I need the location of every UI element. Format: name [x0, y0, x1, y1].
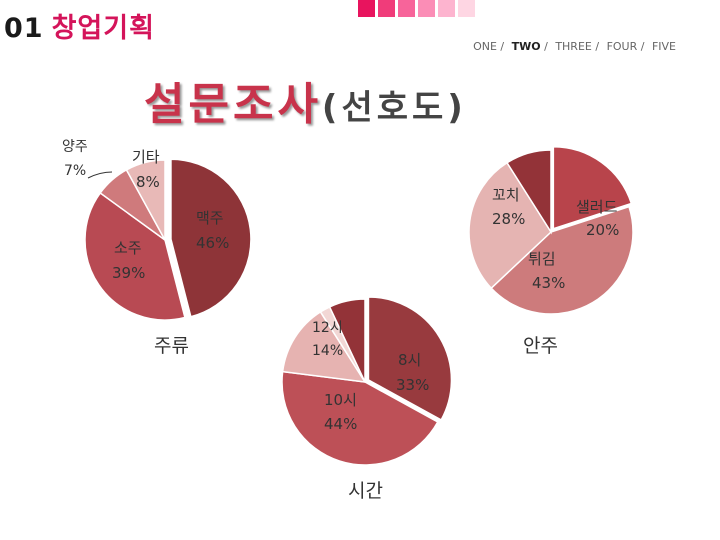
- pie-chart-drinks: [84, 158, 252, 321]
- square-1: [358, 0, 375, 17]
- label-liquor: 양주: [62, 139, 88, 155]
- square-2: [378, 0, 395, 17]
- label-liquor-pct: 7%: [64, 163, 86, 179]
- title-main: 설문조사: [144, 79, 322, 130]
- section-number: 01: [4, 13, 44, 44]
- slide-title: 설문조사(선호도): [144, 68, 467, 132]
- slice-snack-other: [506, 149, 552, 235]
- label-beer-pct: 46%: [196, 234, 229, 252]
- nav-one[interactable]: ONE: [473, 40, 497, 53]
- label-8: 8시: [398, 351, 421, 369]
- pie-chart-time: [281, 296, 453, 466]
- slice-salad: [552, 146, 633, 230]
- label-skewer: 꼬치: [492, 186, 520, 204]
- slide-header: 01 창업기획: [4, 6, 155, 45]
- section-title: 창업기획: [51, 13, 155, 44]
- label-12: 12시: [312, 320, 343, 336]
- label-soju: 소주: [114, 239, 142, 257]
- chart-title-snacks: 안주: [523, 335, 558, 357]
- slice-fried: [490, 205, 634, 315]
- slice-time-other: [328, 298, 366, 383]
- label-etc: 기타: [132, 148, 160, 166]
- label-skewer-pct: 28%: [492, 210, 525, 228]
- square-6: [458, 0, 475, 17]
- slice-12: [281, 310, 367, 383]
- label-10: 10시: [324, 391, 357, 409]
- label-salad-pct: 20%: [586, 221, 619, 239]
- slice-8: [367, 296, 453, 421]
- label-beer: 맥주: [196, 209, 224, 227]
- square-4: [418, 0, 435, 17]
- pie-chart-snacks: [468, 146, 634, 315]
- slice-beer: [170, 158, 252, 318]
- leader-line-liquor: [87, 171, 113, 179]
- nav-two[interactable]: TWO: [511, 40, 541, 53]
- nav-three[interactable]: THREE: [555, 40, 592, 53]
- slice-10: [281, 370, 439, 466]
- decorative-squares: [358, 0, 475, 17]
- square-3: [398, 0, 415, 17]
- slice-etc: [125, 159, 166, 241]
- label-10-pct: 44%: [324, 415, 357, 433]
- label-soju-pct: 39%: [112, 264, 145, 282]
- label-12-pct: 14%: [312, 343, 343, 359]
- label-fried-pct: 43%: [532, 274, 565, 292]
- label-salad: 샐러드: [576, 198, 618, 216]
- nav-four[interactable]: FOUR: [606, 40, 638, 53]
- slide-nav: ONE / TWO / THREE / FOUR / FIVE: [473, 40, 676, 53]
- label-8-pct: 33%: [396, 376, 429, 394]
- nav-five[interactable]: FIVE: [651, 40, 676, 53]
- chart-title-drinks: 주류: [154, 335, 189, 357]
- slice-skewer: [468, 161, 552, 290]
- chart-title-time: 시간: [348, 480, 383, 502]
- label-fried: 튀김: [528, 250, 556, 268]
- slice-soju: [84, 191, 186, 321]
- square-5: [438, 0, 455, 17]
- label-etc-pct: 8%: [136, 173, 160, 191]
- title-sub: (선호도): [321, 88, 467, 128]
